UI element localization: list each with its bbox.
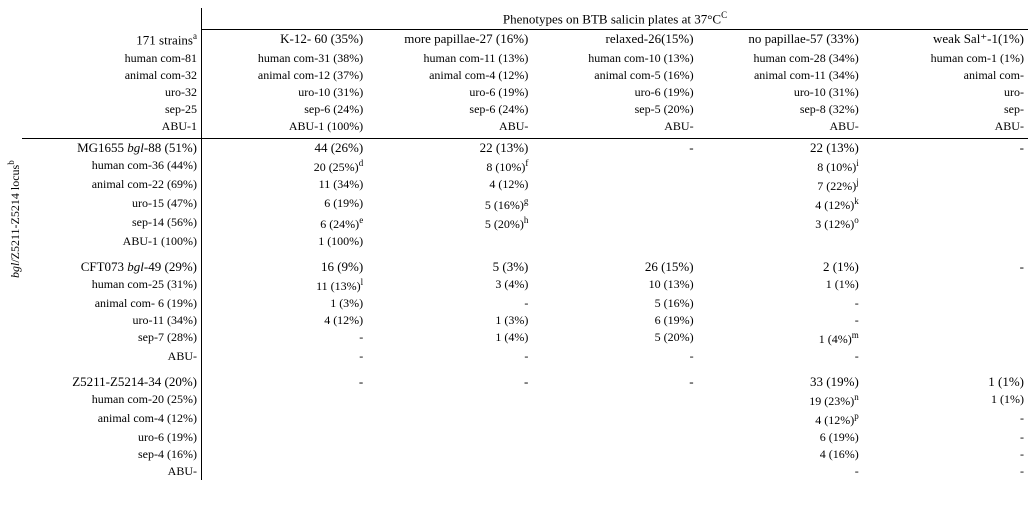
phenotype-header: Phenotypes on BTB salicin plates at 37°C… (202, 8, 1028, 30)
phenotype-table: Phenotypes on BTB salicin plates at 37°C… (22, 8, 1028, 480)
side-axis-label: bgl/Z5211-Z5214 locusb (6, 160, 23, 278)
